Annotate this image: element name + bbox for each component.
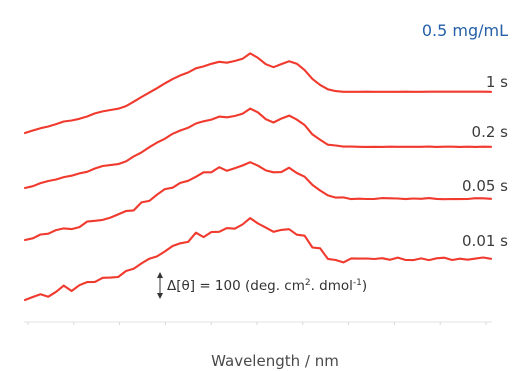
scale-bar: Δ[θ] = 100 (deg. cm2. dmol-1): [157, 272, 367, 299]
series-label-0-2s: 0.2 s: [472, 123, 509, 141]
series-label-1s: 1 s: [486, 73, 508, 91]
x-axis: [24, 321, 492, 325]
series-label-0-01s: 0.01 s: [462, 232, 508, 250]
scale-bar-label: Δ[θ] = 100 (deg. cm2. dmol-1): [167, 278, 367, 294]
trace-0-2s: [23, 107, 493, 190]
series-label-0-05s: 0.05 s: [462, 177, 508, 195]
trace-0-05s: [23, 161, 493, 242]
scale-bar-arrow-down: [157, 293, 163, 299]
trace-0-01s: [23, 217, 493, 302]
x-axis-title: Wavelength / nm: [211, 352, 339, 370]
trace-1s: [23, 52, 493, 135]
spectra-traces: [23, 52, 493, 302]
scale-bar-arrow-up: [157, 272, 163, 278]
concentration-label: 0.5 mg/mL: [422, 21, 508, 40]
